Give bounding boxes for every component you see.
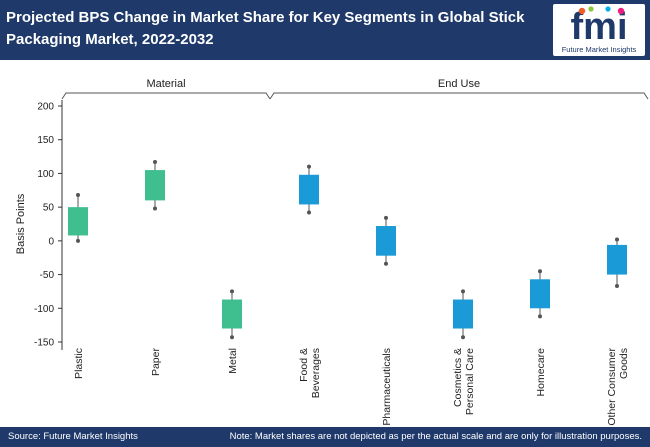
group-brackets: Material End Use bbox=[61, 78, 649, 100]
group-label: End Use bbox=[438, 78, 480, 90]
whisker-cap-min bbox=[384, 261, 388, 266]
category-label: Plastic bbox=[73, 348, 85, 379]
fmi-logo: fmi Future Market Insights bbox=[553, 4, 645, 56]
box-homecare bbox=[530, 269, 550, 319]
y-tick-label: -100 bbox=[34, 304, 54, 315]
category-label: Paper bbox=[150, 348, 162, 377]
whisker-cap-min bbox=[538, 314, 542, 319]
y-tick-label: -150 bbox=[34, 338, 54, 349]
header-bar: Projected BPS Change in Market Share for… bbox=[0, 0, 650, 60]
category-labels: Plastic Paper Metal Food & Beverages Pharmace… bbox=[73, 348, 630, 426]
box-plastic bbox=[68, 193, 88, 243]
category-label: Homecare bbox=[535, 348, 547, 397]
logo-dot-blue bbox=[605, 6, 611, 12]
box-rect bbox=[376, 226, 396, 256]
y-tick-label: 50 bbox=[43, 203, 55, 214]
box-pharmaceuticals bbox=[376, 215, 396, 266]
whisker-cap-min bbox=[230, 335, 234, 340]
y-tick-label: 200 bbox=[37, 102, 54, 113]
whisker-cap-max bbox=[461, 289, 465, 294]
whisker-cap-max bbox=[153, 159, 157, 164]
whisker-cap-min bbox=[153, 206, 157, 211]
whisker-cap-max bbox=[307, 164, 311, 169]
whisker-cap-max bbox=[76, 193, 80, 198]
title-line-1: Projected BPS Change in Market Share for… bbox=[6, 9, 525, 26]
box-rect bbox=[530, 279, 550, 309]
category-label: Beverages bbox=[310, 348, 322, 398]
whisker-cap-min bbox=[615, 284, 619, 289]
category-label: Other Consumer bbox=[606, 348, 618, 426]
footer-bar: Source: Future Market Insights Note: Mar… bbox=[0, 427, 650, 447]
box-paper bbox=[145, 159, 165, 211]
whisker-cap-max bbox=[230, 289, 234, 294]
note-text: Note: Market shares are not depicted as … bbox=[229, 431, 642, 442]
logo-tagline: Future Market Insights bbox=[562, 45, 637, 54]
y-tick-label: -50 bbox=[40, 270, 55, 281]
y-tick-label: 0 bbox=[48, 236, 54, 247]
box-plot-chart: Material End Use -150 -100 -50 0 50 100 150 200 B… bbox=[15, 78, 649, 426]
box-rect bbox=[299, 174, 319, 205]
whisker-cap-min bbox=[461, 335, 465, 340]
group-label: Material bbox=[146, 78, 185, 90]
box-rect bbox=[453, 299, 473, 329]
category-label: Goods bbox=[618, 348, 630, 379]
box-rect bbox=[222, 299, 242, 329]
source-text: Source: Future Market Insights bbox=[8, 431, 138, 442]
group-bracket bbox=[269, 92, 649, 100]
whisker-cap-max bbox=[384, 215, 388, 220]
box-food-beverages bbox=[299, 164, 319, 215]
box-rect bbox=[68, 207, 88, 236]
box-cosmetics-personal-care bbox=[453, 289, 473, 340]
y-axis-label: Basis Points bbox=[15, 193, 27, 254]
box-rect bbox=[145, 170, 165, 201]
category-label: Metal bbox=[227, 348, 239, 374]
box-other-consumer-goods bbox=[607, 237, 627, 289]
whisker-cap-max bbox=[538, 269, 542, 274]
box-metal bbox=[222, 289, 242, 340]
category-label: Food & bbox=[298, 348, 310, 382]
category-label: Cosmetics & bbox=[452, 348, 464, 407]
y-axis: -150 -100 -50 0 50 100 150 200 Basis Points bbox=[15, 100, 63, 350]
whisker-cap-min bbox=[307, 210, 311, 215]
logo-dot-orange bbox=[578, 7, 586, 15]
whisker-cap-min bbox=[76, 238, 80, 243]
y-tick-label: 100 bbox=[37, 169, 54, 180]
page-title: Projected BPS Change in Market Share for… bbox=[6, 7, 526, 51]
boxes bbox=[68, 159, 627, 340]
logo-dot-green bbox=[588, 6, 594, 12]
whisker-cap-max bbox=[615, 237, 619, 242]
category-label: Pharmaceuticals bbox=[381, 348, 393, 426]
logo-dot-pink bbox=[617, 7, 625, 15]
group-bracket bbox=[61, 92, 271, 100]
title-line-2: Packaging Market, 2022-2032 bbox=[6, 31, 214, 48]
y-tick-label: 150 bbox=[37, 135, 54, 146]
category-label: Personal Care bbox=[464, 348, 476, 415]
box-rect bbox=[607, 244, 627, 275]
fmi-logo-mark: fmi Future Market Insights bbox=[562, 6, 637, 54]
